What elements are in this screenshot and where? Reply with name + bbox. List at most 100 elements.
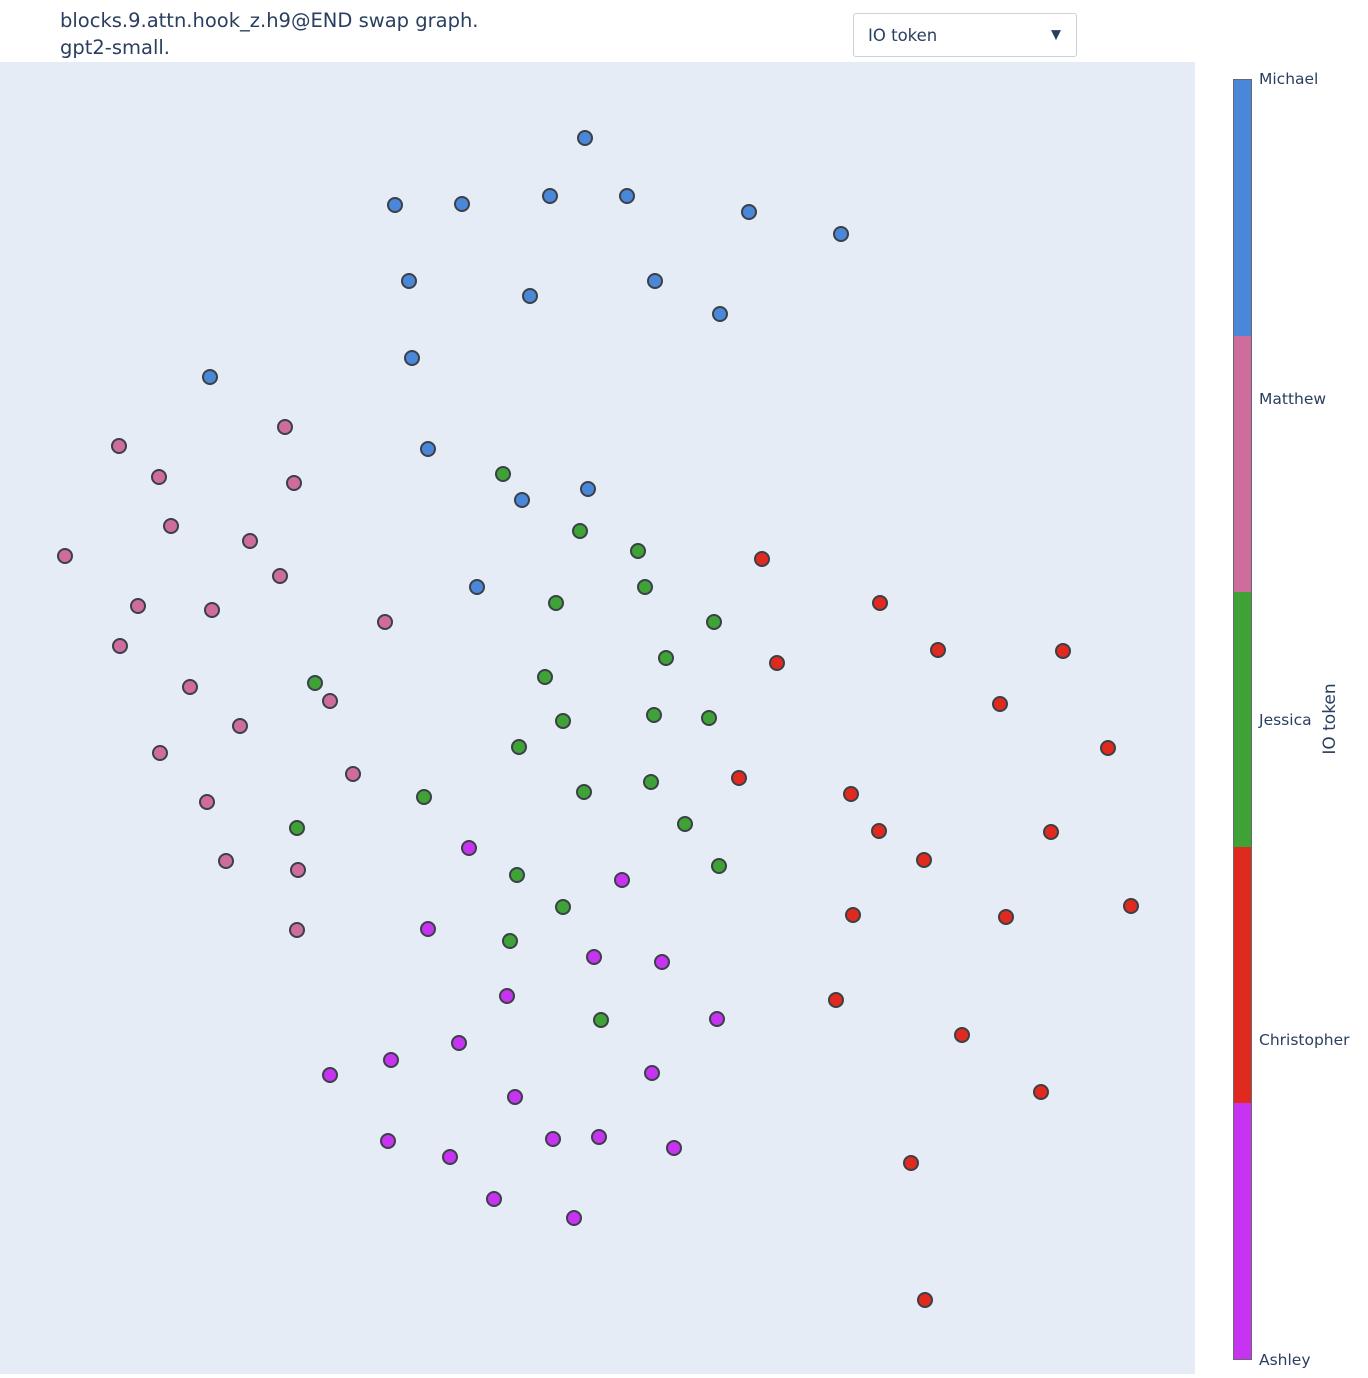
scatter-point-jessica[interactable] bbox=[502, 933, 518, 949]
scatter-point-christopher[interactable] bbox=[845, 907, 861, 923]
scatter-point-christopher[interactable] bbox=[1100, 740, 1116, 756]
scatter-point-jessica[interactable] bbox=[711, 858, 727, 874]
scatter-point-christopher[interactable] bbox=[769, 655, 785, 671]
scatter-point-matthew[interactable] bbox=[377, 614, 393, 630]
scatter-point-ashley[interactable] bbox=[545, 1131, 561, 1147]
scatter-point-christopher[interactable] bbox=[903, 1155, 919, 1171]
scatter-point-jessica[interactable] bbox=[630, 543, 646, 559]
scatter-point-jessica[interactable] bbox=[643, 774, 659, 790]
scatter-point-jessica[interactable] bbox=[706, 614, 722, 630]
scatter-point-ashley[interactable] bbox=[461, 840, 477, 856]
scatter-point-jessica[interactable] bbox=[576, 784, 592, 800]
scatter-point-matthew[interactable] bbox=[163, 518, 179, 534]
scatter-point-michael[interactable] bbox=[619, 188, 635, 204]
scatter-point-ashley[interactable] bbox=[566, 1210, 582, 1226]
scatter-point-michael[interactable] bbox=[420, 441, 436, 457]
scatter-point-michael[interactable] bbox=[542, 188, 558, 204]
scatter-point-matthew[interactable] bbox=[130, 598, 146, 614]
scatter-point-christopher[interactable] bbox=[754, 551, 770, 567]
scatter-point-michael[interactable] bbox=[647, 273, 663, 289]
scatter-point-christopher[interactable] bbox=[843, 786, 859, 802]
scatter-point-matthew[interactable] bbox=[152, 745, 168, 761]
scatter-point-jessica[interactable] bbox=[637, 579, 653, 595]
scatter-point-jessica[interactable] bbox=[307, 675, 323, 691]
scatter-point-christopher[interactable] bbox=[1033, 1084, 1049, 1100]
scatter-point-ashley[interactable] bbox=[442, 1149, 458, 1165]
scatter-point-matthew[interactable] bbox=[289, 922, 305, 938]
scatter-point-jessica[interactable] bbox=[537, 669, 553, 685]
scatter-point-christopher[interactable] bbox=[916, 852, 932, 868]
scatter-point-christopher[interactable] bbox=[871, 823, 887, 839]
scatter-point-matthew[interactable] bbox=[112, 638, 128, 654]
scatter-point-jessica[interactable] bbox=[677, 816, 693, 832]
scatter-point-jessica[interactable] bbox=[593, 1012, 609, 1028]
scatter-point-matthew[interactable] bbox=[345, 766, 361, 782]
scatter-point-ashley[interactable] bbox=[322, 1067, 338, 1083]
scatter-point-ashley[interactable] bbox=[420, 921, 436, 937]
scatter-point-christopher[interactable] bbox=[1055, 643, 1071, 659]
scatter-point-christopher[interactable] bbox=[731, 770, 747, 786]
scatter-point-ashley[interactable] bbox=[654, 954, 670, 970]
scatter-point-matthew[interactable] bbox=[277, 419, 293, 435]
plot-area[interactable] bbox=[0, 62, 1195, 1374]
scatter-point-jessica[interactable] bbox=[548, 595, 564, 611]
scatter-point-christopher[interactable] bbox=[917, 1292, 933, 1308]
scatter-point-matthew[interactable] bbox=[322, 693, 338, 709]
scatter-point-christopher[interactable] bbox=[992, 696, 1008, 712]
scatter-point-christopher[interactable] bbox=[1043, 824, 1059, 840]
scatter-point-ashley[interactable] bbox=[507, 1089, 523, 1105]
scatter-point-jessica[interactable] bbox=[555, 899, 571, 915]
scatter-point-jessica[interactable] bbox=[416, 789, 432, 805]
scatter-point-jessica[interactable] bbox=[658, 650, 674, 666]
scatter-point-matthew[interactable] bbox=[232, 718, 248, 734]
scatter-point-christopher[interactable] bbox=[1123, 898, 1139, 914]
scatter-point-ashley[interactable] bbox=[383, 1052, 399, 1068]
scatter-point-ashley[interactable] bbox=[499, 988, 515, 1004]
scatter-point-michael[interactable] bbox=[580, 481, 596, 497]
scatter-point-ashley[interactable] bbox=[709, 1011, 725, 1027]
scatter-point-christopher[interactable] bbox=[828, 992, 844, 1008]
scatter-point-ashley[interactable] bbox=[591, 1129, 607, 1145]
scatter-point-christopher[interactable] bbox=[954, 1027, 970, 1043]
scatter-point-jessica[interactable] bbox=[511, 739, 527, 755]
scatter-point-ashley[interactable] bbox=[451, 1035, 467, 1051]
scatter-point-christopher[interactable] bbox=[872, 595, 888, 611]
scatter-point-michael[interactable] bbox=[387, 197, 403, 213]
scatter-point-christopher[interactable] bbox=[998, 909, 1014, 925]
scatter-point-michael[interactable] bbox=[454, 196, 470, 212]
scatter-point-michael[interactable] bbox=[712, 306, 728, 322]
scatter-point-matthew[interactable] bbox=[204, 602, 220, 618]
scatter-point-ashley[interactable] bbox=[380, 1133, 396, 1149]
scatter-point-michael[interactable] bbox=[514, 492, 530, 508]
scatter-point-matthew[interactable] bbox=[286, 475, 302, 491]
scatter-point-ashley[interactable] bbox=[486, 1191, 502, 1207]
scatter-point-jessica[interactable] bbox=[495, 466, 511, 482]
scatter-point-jessica[interactable] bbox=[701, 710, 717, 726]
scatter-point-matthew[interactable] bbox=[151, 469, 167, 485]
scatter-point-matthew[interactable] bbox=[272, 568, 288, 584]
scatter-point-matthew[interactable] bbox=[57, 548, 73, 564]
scatter-point-ashley[interactable] bbox=[644, 1065, 660, 1081]
scatter-point-matthew[interactable] bbox=[242, 533, 258, 549]
scatter-point-ashley[interactable] bbox=[614, 872, 630, 888]
scatter-point-michael[interactable] bbox=[577, 130, 593, 146]
scatter-point-matthew[interactable] bbox=[199, 794, 215, 810]
scatter-point-jessica[interactable] bbox=[646, 707, 662, 723]
scatter-point-michael[interactable] bbox=[202, 369, 218, 385]
scatter-point-ashley[interactable] bbox=[586, 949, 602, 965]
color-by-dropdown[interactable]: IO token ▼ bbox=[853, 13, 1077, 57]
scatter-point-jessica[interactable] bbox=[572, 523, 588, 539]
scatter-point-michael[interactable] bbox=[741, 204, 757, 220]
scatter-point-jessica[interactable] bbox=[509, 867, 525, 883]
scatter-point-michael[interactable] bbox=[404, 350, 420, 366]
scatter-point-michael[interactable] bbox=[469, 579, 485, 595]
scatter-point-matthew[interactable] bbox=[290, 862, 306, 878]
scatter-point-matthew[interactable] bbox=[111, 438, 127, 454]
scatter-point-matthew[interactable] bbox=[182, 679, 198, 695]
scatter-point-jessica[interactable] bbox=[289, 820, 305, 836]
scatter-point-michael[interactable] bbox=[522, 288, 538, 304]
scatter-point-christopher[interactable] bbox=[930, 642, 946, 658]
scatter-point-michael[interactable] bbox=[833, 226, 849, 242]
scatter-point-ashley[interactable] bbox=[666, 1140, 682, 1156]
scatter-point-jessica[interactable] bbox=[555, 713, 571, 729]
